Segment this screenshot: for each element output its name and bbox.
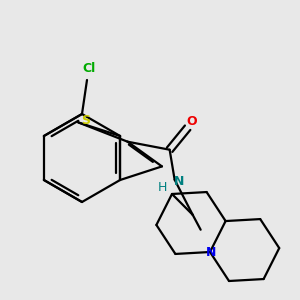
Text: N: N: [173, 175, 184, 188]
Text: O: O: [186, 115, 197, 128]
Text: Cl: Cl: [82, 61, 96, 74]
Text: S: S: [81, 114, 90, 127]
Text: N: N: [206, 247, 216, 260]
Text: H: H: [158, 181, 167, 194]
